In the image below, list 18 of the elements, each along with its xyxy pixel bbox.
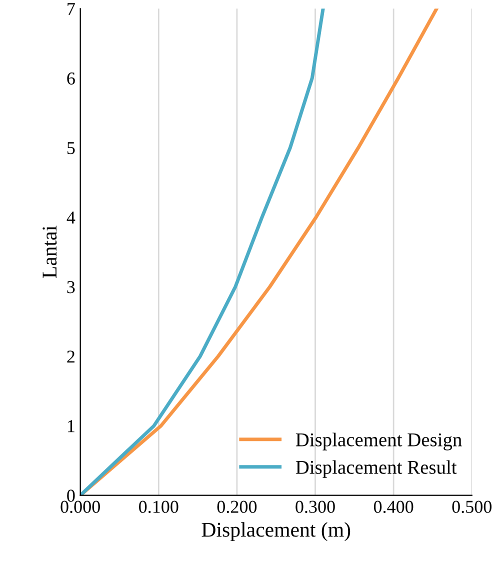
y-tick-label: 7 (68, 3, 75, 15)
x-tick-label: 0.300 (296, 500, 335, 514)
legend-label: Displacement Result (296, 460, 457, 478)
y-tick-label: 5 (67, 142, 75, 154)
y-tick-label: 4 (66, 212, 76, 224)
y-axis-title: Lantai (42, 226, 57, 278)
legend-label: Displacement Design (296, 432, 462, 450)
x-tick-label: 0.200 (217, 500, 257, 514)
x-axis-title: Displacement (m) (202, 522, 350, 542)
y-tick-label: 1 (68, 420, 74, 432)
y-tick-label: 6 (67, 72, 75, 85)
y-tick-label: 0 (67, 490, 75, 502)
y-tick-label: 3 (67, 281, 75, 294)
x-tick-label: 0.000 (60, 500, 100, 514)
x-tick-label: 0.100 (139, 500, 178, 514)
y-tick-label: 2 (67, 350, 74, 363)
x-tick-label: 0.500 (452, 500, 492, 514)
x-tick-label: 0.400 (374, 500, 414, 514)
